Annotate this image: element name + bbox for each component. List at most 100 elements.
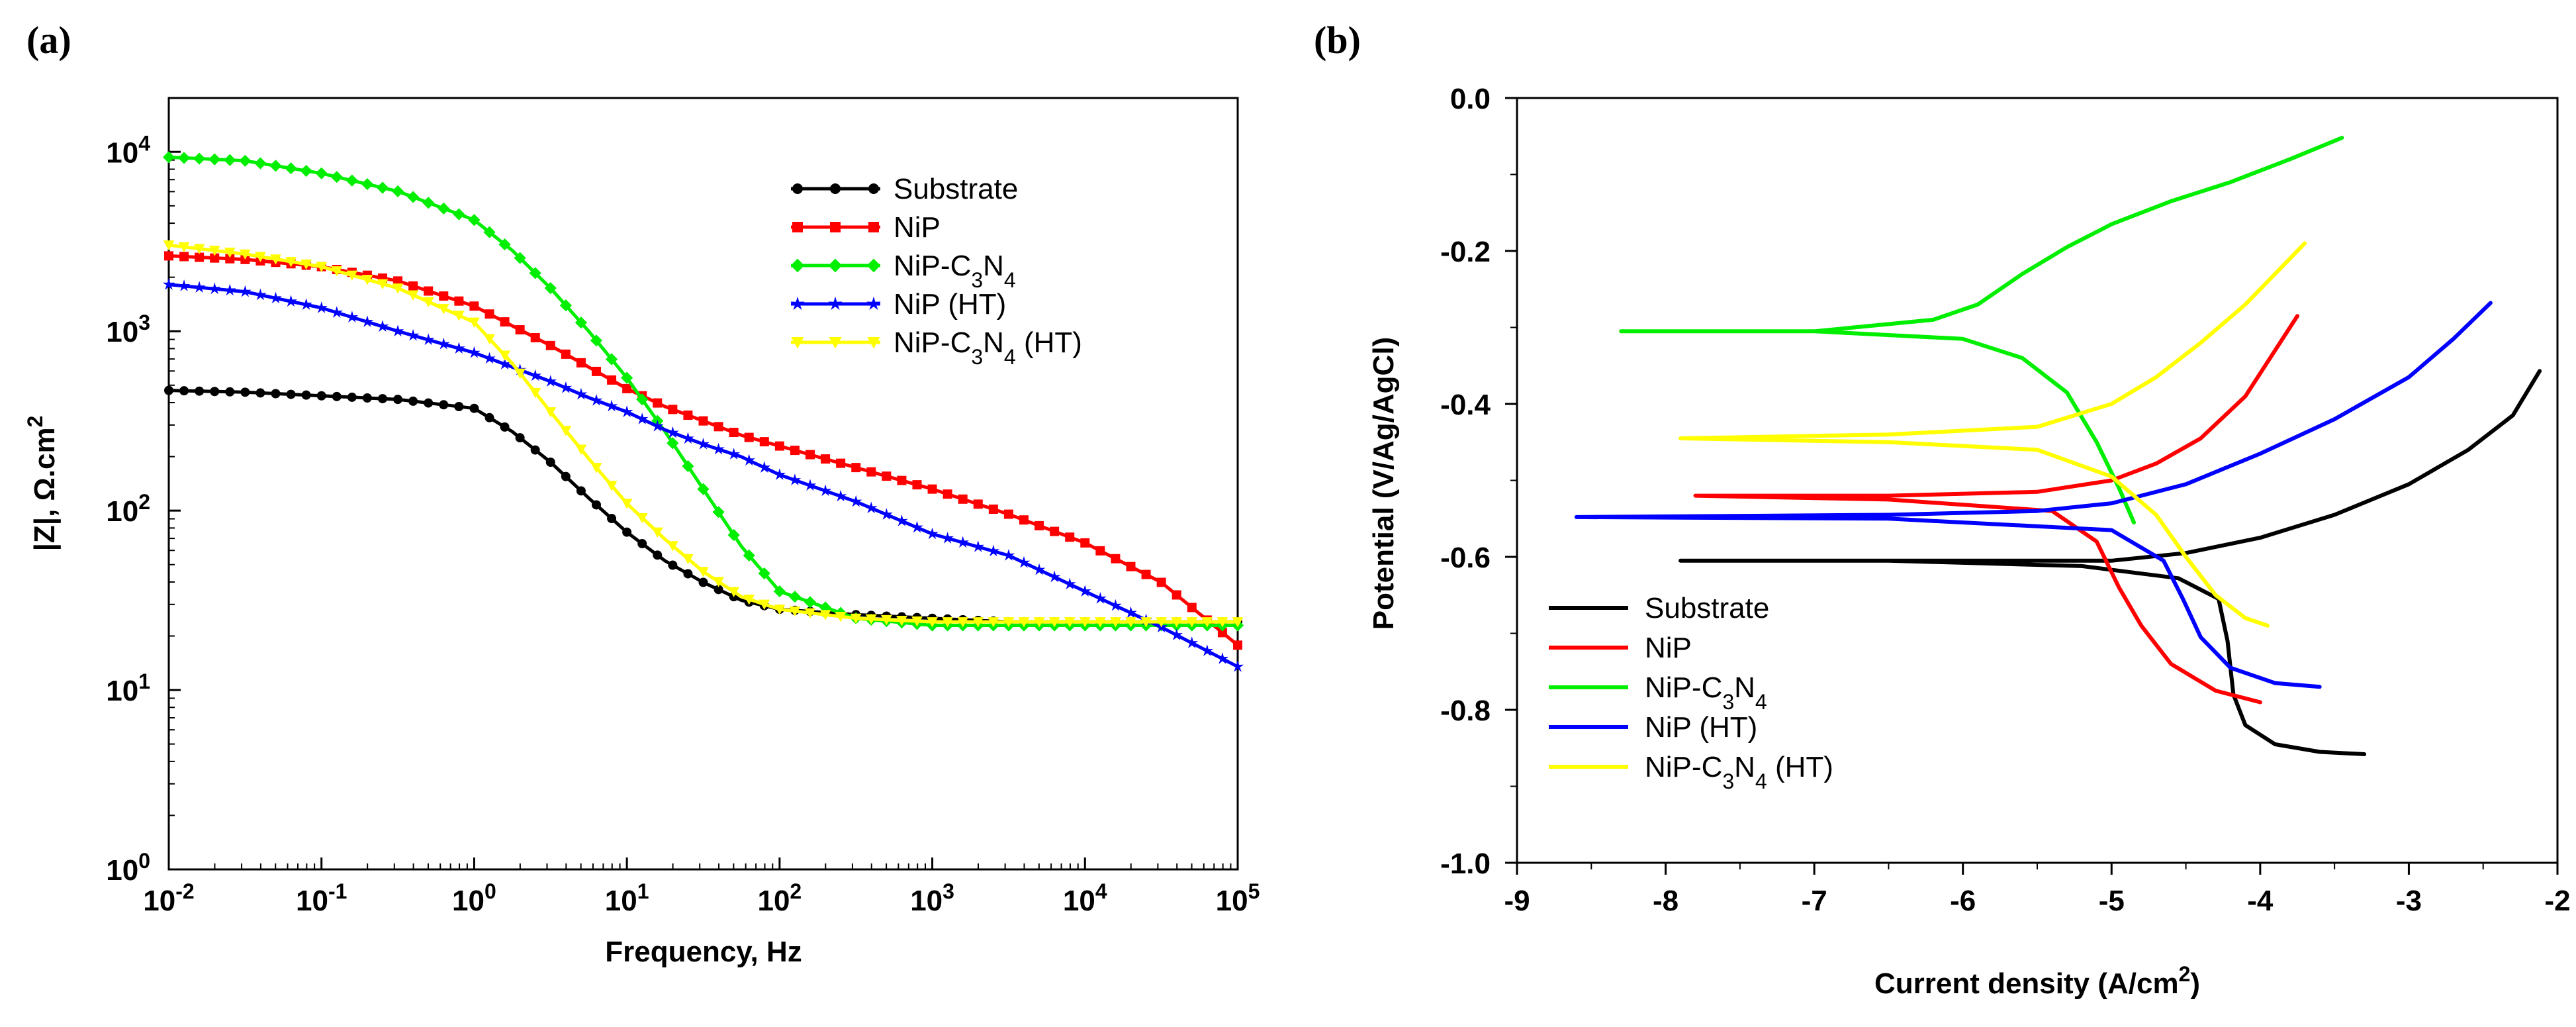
- a-data-point: [698, 577, 708, 587]
- a-data-point: [667, 426, 679, 438]
- a-data-point: [1233, 640, 1242, 650]
- a-data-point: [621, 371, 633, 384]
- a-data-point: [897, 475, 907, 485]
- a-data-point: [301, 390, 311, 400]
- a-legend-marker: [830, 222, 841, 232]
- a-legend-entry: NiP: [791, 211, 941, 244]
- a-data-point: [773, 585, 786, 598]
- a-data-point: [453, 311, 465, 321]
- a-legend-label: NiP (HT): [894, 288, 1006, 320]
- a-data-point: [1048, 617, 1060, 628]
- b-series-nip: [1693, 314, 2299, 705]
- a-data-point: [865, 501, 878, 514]
- a-data-point: [407, 191, 420, 203]
- a-data-point: [622, 383, 632, 393]
- a-data-point: [391, 324, 404, 337]
- a-data-point: [224, 248, 236, 258]
- a-data-point: [332, 391, 342, 401]
- a-data-point: [408, 281, 418, 291]
- a-data-point: [880, 508, 893, 520]
- a-data-point: [468, 346, 481, 358]
- chart-b-y-tick-labels: 0.0 -0.2 -0.4 -0.6 -0.8 -1.0: [1440, 83, 1491, 880]
- b-y-tick-label: -1.0: [1440, 848, 1491, 880]
- a-data-point: [1019, 515, 1029, 525]
- a-data-point: [788, 591, 802, 603]
- a-data-point: [559, 381, 573, 393]
- a-data-point: [254, 157, 267, 170]
- a-data-point: [880, 614, 892, 626]
- b-legend-entry: NiP-C3N4: [1549, 671, 1767, 714]
- a-data-point: [361, 315, 374, 327]
- a-data-point: [743, 454, 755, 466]
- a-data-point: [177, 279, 191, 291]
- a-data-point: [545, 457, 555, 467]
- a-data-point: [424, 398, 434, 408]
- a-data-point: [545, 340, 555, 350]
- a-data-point: [651, 527, 663, 538]
- a-data-point: [469, 301, 479, 311]
- a-data-point: [834, 489, 847, 502]
- a-legend-label: NiP-C3N4 (HT): [894, 326, 1082, 369]
- a-legend-marker: [866, 258, 881, 273]
- a-data-point: [422, 197, 435, 209]
- chart-b-ticks: [1505, 97, 2559, 875]
- a-legend-marker: [791, 337, 804, 349]
- a-data-point: [636, 393, 649, 406]
- a-x-tick-label: 10-2: [143, 879, 194, 917]
- a-data-point: [437, 337, 450, 350]
- chart-a-y-axis-title: |Z|, Ω.cm2: [23, 416, 62, 552]
- a-data-point: [683, 411, 693, 420]
- a-data-point: [408, 396, 418, 406]
- a-data-point: [179, 252, 189, 262]
- a-legend-marker: [829, 337, 842, 349]
- a-data-point: [1231, 660, 1244, 672]
- a-data-point: [163, 240, 175, 251]
- a-data-point: [927, 617, 938, 628]
- a-data-point: [836, 458, 846, 468]
- chart-a-series: [162, 151, 1244, 672]
- a-data-point: [1216, 652, 1229, 664]
- a-data-point: [1094, 592, 1107, 604]
- a-data-point: [896, 615, 907, 626]
- a-data-point: [620, 405, 633, 418]
- a-data-point: [576, 358, 586, 367]
- a-data-point: [1095, 546, 1105, 556]
- a-legend-marker: [790, 296, 805, 311]
- chart-b-series: [1574, 136, 2542, 756]
- a-data-point: [667, 437, 679, 450]
- a-data-point: [592, 500, 601, 510]
- b-legend-entry: Substrate: [1549, 592, 1769, 624]
- a-data-point: [865, 614, 877, 625]
- a-x-tick-label: 103: [910, 879, 954, 917]
- a-data-point: [255, 252, 266, 262]
- a-legend-marker: [830, 183, 841, 194]
- a-data-point: [927, 484, 937, 494]
- b-x-tick-label: -9: [1504, 885, 1530, 917]
- a-data-point: [1141, 569, 1151, 579]
- a-data-point: [773, 468, 786, 480]
- a-y-tick-label: 104: [106, 131, 150, 169]
- a-legend-label: NiP-C3N4: [894, 250, 1016, 292]
- a-data-point: [468, 214, 481, 226]
- a-data-point: [1171, 617, 1183, 628]
- a-data-point: [972, 617, 984, 628]
- a-data-point: [988, 617, 999, 628]
- a-data-point: [1232, 617, 1244, 628]
- a-data-point: [454, 296, 464, 306]
- a-data-point: [529, 387, 541, 399]
- a-data-point: [636, 513, 648, 524]
- a-data-point: [454, 402, 464, 411]
- a-data-point: [559, 299, 572, 312]
- a-data-point: [729, 428, 739, 438]
- a-data-point: [393, 395, 403, 405]
- a-data-point: [972, 540, 985, 552]
- a-data-point: [515, 325, 525, 335]
- a-data-point: [682, 460, 694, 473]
- a-data-point: [285, 162, 297, 175]
- a-data-point: [1111, 554, 1121, 563]
- a-series-line: [168, 155, 1238, 627]
- a-data-point: [437, 304, 449, 315]
- a-data-point: [1186, 617, 1198, 628]
- a-data-point: [758, 461, 771, 473]
